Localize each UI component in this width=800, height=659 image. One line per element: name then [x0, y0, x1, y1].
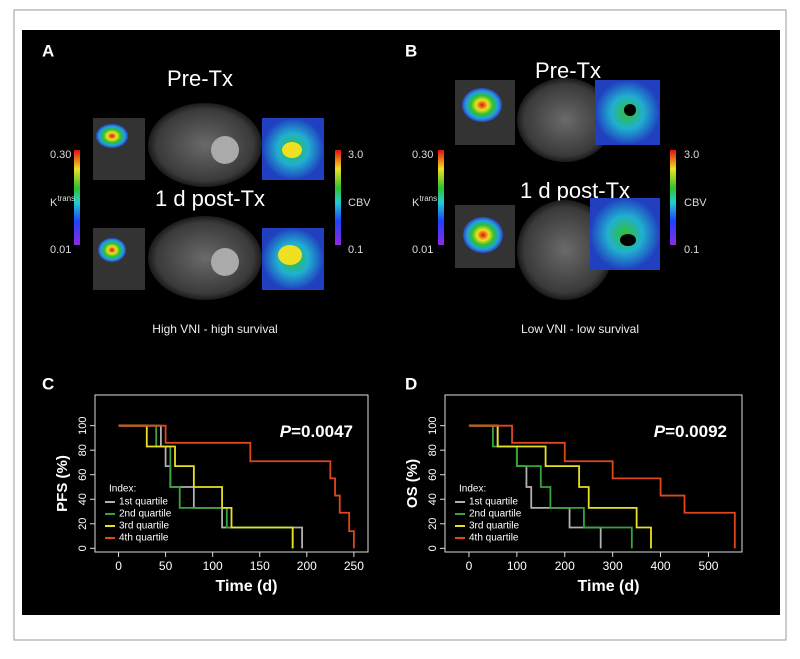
- ktrans-max: 0.30: [412, 149, 433, 161]
- y-tick-label: 100: [427, 416, 439, 434]
- ktrans-label: Ktrans: [412, 194, 437, 209]
- caption: Low VNI - low survival: [521, 322, 639, 336]
- pre-label: Pre-Tx: [167, 66, 233, 91]
- panel-a: A Pre-Tx 1 d post-Tx 0.30 0.01 Ktrans 3.…: [42, 41, 371, 336]
- cbv-label: CBV: [348, 197, 371, 209]
- y-tick-label: 20: [77, 518, 89, 530]
- brain-image: [148, 216, 262, 300]
- x-axis-label: Time (d): [578, 578, 640, 595]
- ktrans-hotspot: [462, 88, 502, 122]
- panel-label: D: [405, 374, 417, 393]
- survival-curve: [468, 424, 736, 549]
- x-tick-label: 200: [297, 559, 317, 573]
- y-axis-label: PFS (%): [54, 455, 71, 512]
- lesion: [211, 248, 239, 276]
- x-tick-label: 0: [466, 559, 473, 573]
- ktrans-max: 0.30: [50, 149, 71, 161]
- brain-image: [517, 78, 613, 162]
- p-number: =0.0092: [665, 422, 727, 441]
- x-tick-label: 300: [603, 559, 623, 573]
- y-tick-label: 40: [77, 493, 89, 505]
- p-number: =0.0047: [291, 422, 353, 441]
- ktrans-label: Ktrans: [50, 194, 75, 209]
- ktrans-sup: trans: [57, 194, 75, 203]
- p-symbol: P: [654, 422, 666, 441]
- cbv-min: 0.1: [684, 244, 699, 256]
- ktrans-min: 0.01: [50, 244, 71, 256]
- y-tick-label: 0: [77, 545, 89, 551]
- legend-label: 2nd quartile: [119, 509, 172, 520]
- legend-label: 2nd quartile: [469, 509, 522, 520]
- y-tick-label: 100: [77, 416, 89, 434]
- ktrans-hotspot: [463, 217, 503, 253]
- cbv-max: 3.0: [684, 149, 699, 161]
- caption: High VNI - high survival: [152, 322, 277, 336]
- x-tick-label: 200: [555, 559, 575, 573]
- legend-label: 3rd quartile: [469, 521, 519, 532]
- ktrans-sup: trans: [419, 194, 437, 203]
- y-tick-label: 20: [427, 518, 439, 530]
- survival-curve: [118, 424, 294, 549]
- ktrans-k: K: [412, 197, 420, 209]
- y-tick-label: 60: [77, 469, 89, 481]
- cbv-min: 0.1: [348, 244, 363, 256]
- y-tick-label: 40: [427, 493, 439, 505]
- p-symbol: P: [280, 422, 292, 441]
- ktrans-hotspot: [98, 238, 126, 262]
- lesion: [211, 136, 239, 164]
- x-tick-label: 100: [203, 559, 223, 573]
- x-tick-label: 50: [159, 559, 173, 573]
- survival-curve: [468, 424, 652, 549]
- x-tick-label: 100: [507, 559, 527, 573]
- y-tick-label: 80: [427, 444, 439, 456]
- plot-frame: [94, 394, 369, 553]
- x-tick-label: 250: [344, 559, 364, 573]
- colorbar: [438, 150, 444, 245]
- p-value: P=0.0047: [280, 422, 353, 441]
- legend-title: Index:: [459, 484, 486, 495]
- colorbar: [335, 150, 341, 245]
- legend-label: 1st quartile: [119, 497, 168, 508]
- x-tick-label: 150: [250, 559, 270, 573]
- post-label: 1 d post-Tx: [155, 186, 265, 211]
- legend-label: 1st quartile: [469, 497, 518, 508]
- panel-label: A: [42, 41, 54, 60]
- cbv-hotspot: [282, 142, 302, 158]
- plot-frame: [444, 394, 743, 553]
- panel-label: C: [42, 374, 54, 393]
- brain-image: [148, 103, 262, 187]
- ktrans-min: 0.01: [412, 244, 433, 256]
- x-tick-label: 0: [115, 559, 122, 573]
- p-value: P=0.0092: [654, 422, 727, 441]
- colorbar: [670, 150, 676, 245]
- survival-curve: [118, 424, 355, 549]
- panel-label: B: [405, 41, 417, 60]
- legend-label: 4th quartile: [119, 533, 169, 544]
- survival-curve: [468, 424, 633, 549]
- cbv-hotspot: [620, 234, 636, 246]
- legend-label: 4th quartile: [469, 533, 519, 544]
- panel-b: B Pre-Tx 1 d post-Tx 0.30 0.01 Ktrans 3.…: [405, 41, 707, 336]
- x-tick-label: 500: [698, 559, 718, 573]
- x-axis-label: Time (d): [216, 578, 278, 595]
- cbv-hotspot: [624, 104, 636, 116]
- legend-title: Index:: [109, 484, 136, 495]
- y-tick-label: 80: [77, 444, 89, 456]
- cbv-max: 3.0: [348, 149, 363, 161]
- cbv-hotspot: [278, 245, 302, 265]
- ktrans-hotspot: [96, 124, 128, 148]
- y-tick-label: 0: [427, 545, 439, 551]
- brain-image: [517, 200, 613, 300]
- cbv-map: [590, 198, 660, 270]
- colorbar: [74, 150, 80, 245]
- cbv-label: CBV: [684, 197, 707, 209]
- y-axis-label: OS (%): [404, 459, 421, 508]
- ktrans-k: K: [50, 197, 58, 209]
- y-tick-label: 60: [427, 469, 439, 481]
- legend-label: 3rd quartile: [119, 521, 169, 532]
- x-tick-label: 400: [651, 559, 671, 573]
